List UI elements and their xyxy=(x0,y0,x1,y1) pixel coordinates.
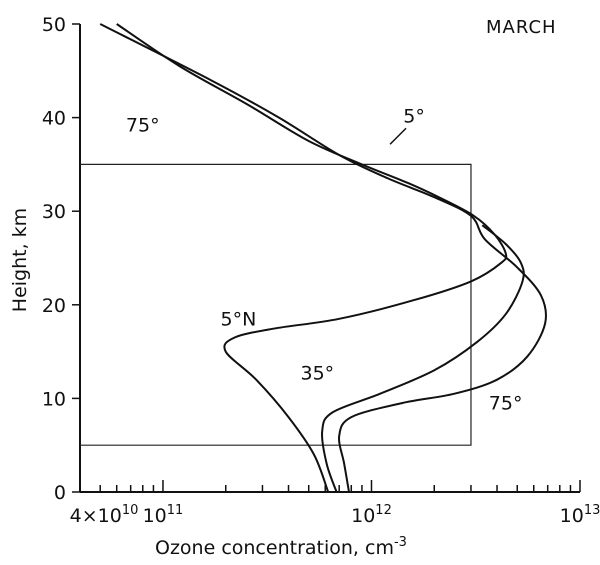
y-tick-label: 0 xyxy=(54,482,66,504)
curve-label: 5° xyxy=(403,105,425,127)
reference-box-outline xyxy=(80,163,472,446)
series-line-35 xyxy=(321,224,525,493)
y-tick-label: 50 xyxy=(42,14,66,36)
x-axis-title-text: Ozone concentration, cm xyxy=(155,537,394,559)
curve-label: 75° xyxy=(126,115,160,137)
series-line-5N xyxy=(116,23,508,493)
y-tick-label: 10 xyxy=(42,388,66,410)
y-axis-title: Height, km xyxy=(9,208,31,312)
curve-label: 5°N xyxy=(220,308,256,330)
x-axis-title: Ozone concentration, cm-3 xyxy=(155,535,407,559)
series-line-75 xyxy=(99,23,548,493)
y-tick-label: 30 xyxy=(42,201,66,223)
curve-label-leader xyxy=(389,127,407,145)
x-tick-label: 4×1010 xyxy=(70,503,139,527)
y-tick-label: 40 xyxy=(42,108,66,130)
curve-label: 35° xyxy=(301,363,335,385)
reference-box xyxy=(80,163,472,446)
chart-title: MARCH xyxy=(486,17,557,38)
x-tick-label: 1011 xyxy=(143,503,184,527)
labels: 75° 5° 5°N 35° 75° xyxy=(126,105,523,414)
x-axis-title-exponent: -3 xyxy=(394,535,407,550)
x-tick-label: 1012 xyxy=(351,503,392,527)
curve-label: 75° xyxy=(489,393,523,415)
x-tick-label: 1013 xyxy=(560,503,600,527)
ticks: 0 10 20 30 40 50 4×1010 1011 1012 1013 xyxy=(42,14,600,527)
y-tick-label: 20 xyxy=(42,295,66,317)
curves xyxy=(99,23,548,493)
